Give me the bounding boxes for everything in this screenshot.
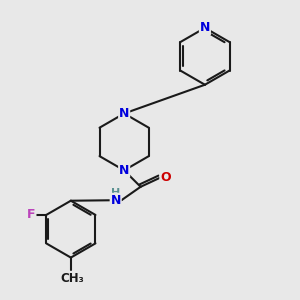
Text: N: N: [119, 107, 129, 120]
Text: O: O: [160, 171, 171, 184]
Text: N: N: [119, 164, 129, 177]
Text: H: H: [111, 188, 120, 198]
Text: F: F: [27, 208, 36, 221]
Text: N: N: [200, 21, 210, 34]
Text: CH₃: CH₃: [61, 272, 84, 285]
Text: N: N: [110, 194, 121, 207]
